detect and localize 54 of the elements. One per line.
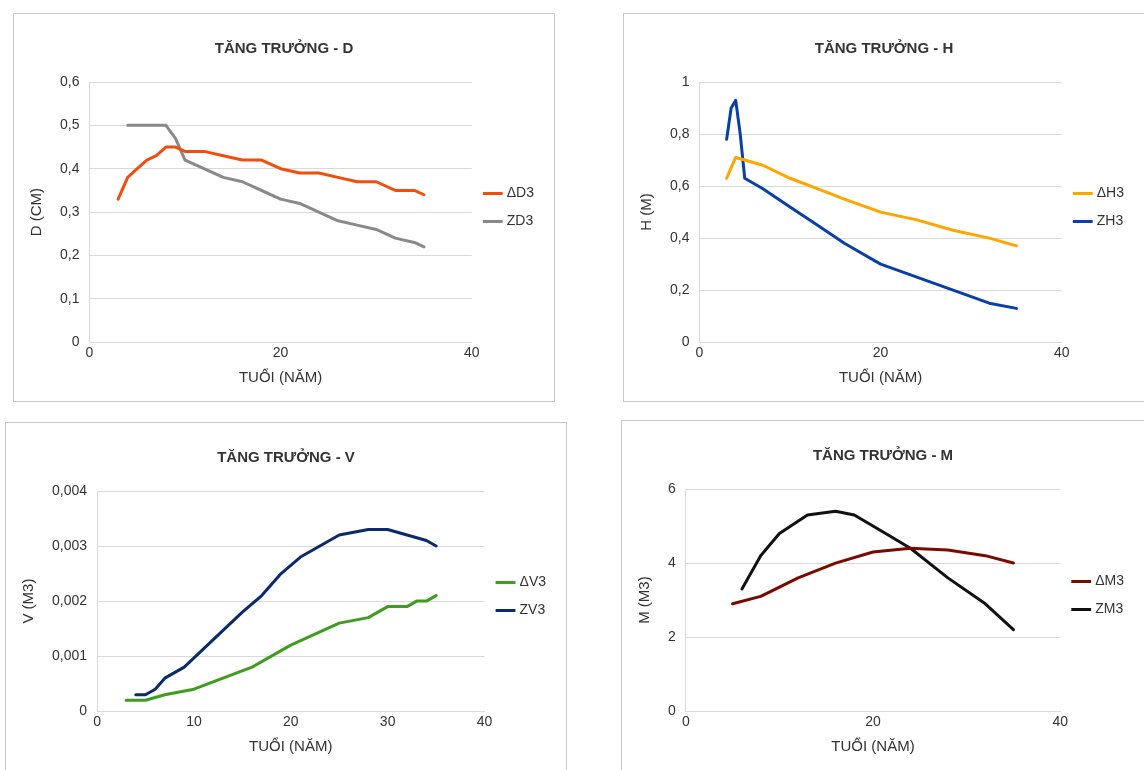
- legend-label: ΔV3: [519, 573, 547, 590]
- y-tick-label: 6: [667, 479, 676, 496]
- chart-title: TĂNG TRƯỞNG - H: [814, 39, 954, 57]
- legend-label: ΔM3: [1095, 572, 1125, 589]
- x-tick-label: 20: [872, 344, 889, 361]
- legend-label: ZH3: [1096, 212, 1124, 229]
- y-tick-label: 0,4: [669, 228, 690, 245]
- x-axis-title: TUỔI (NĂM): [838, 368, 923, 386]
- legend-label: ZV3: [519, 601, 546, 618]
- y-tick-label: 0,4: [59, 159, 80, 176]
- y-tick-label: 0,2: [59, 246, 80, 263]
- y-tick-label: 0,002: [51, 591, 88, 608]
- x-axis-title: TUỔI (NĂM): [249, 737, 333, 755]
- y-axis-title: H (M): [637, 193, 655, 231]
- y-tick-label: 0: [667, 702, 676, 719]
- legend-label: ΔD3: [506, 184, 535, 201]
- x-tick-label: 40: [1052, 713, 1069, 730]
- y-tick-label: 0,8: [669, 124, 690, 141]
- x-tick-label: 20: [282, 713, 299, 730]
- y-tick-label: 0,3: [59, 202, 80, 219]
- y-tick-label: 0: [681, 333, 690, 350]
- chart-title: TĂNG TRƯỞNG - V: [217, 448, 355, 466]
- x-tick-label: 0: [93, 713, 102, 730]
- y-axis-title: M (M3): [635, 576, 653, 624]
- y-tick-label: 0,5: [59, 116, 80, 133]
- y-tick-label: 0,1: [59, 289, 80, 306]
- y-tick-label: 2: [667, 627, 676, 644]
- x-tick-label: 20: [865, 713, 881, 730]
- y-tick-label: 0: [79, 702, 88, 719]
- y-tick-label: 0: [71, 333, 80, 350]
- x-tick-label: 40: [463, 344, 480, 361]
- y-tick-label: 0,6: [59, 72, 80, 89]
- y-tick-label: 0,004: [51, 481, 88, 498]
- x-tick-label: 20: [272, 344, 289, 361]
- chart-title: TĂNG TRƯỞNG - M: [812, 446, 954, 464]
- x-tick-label: 30: [379, 713, 396, 730]
- y-axis-title: D (CM): [27, 187, 45, 237]
- x-tick-label: 0: [695, 344, 704, 361]
- x-tick-label: 10: [186, 713, 202, 730]
- y-tick-label: 0,6: [669, 176, 690, 193]
- chart-title: TĂNG TRƯỞNG - D: [214, 39, 354, 57]
- x-tick-label: 40: [1053, 344, 1070, 361]
- y-tick-label: 4: [667, 553, 676, 570]
- x-tick-label: 40: [476, 713, 493, 730]
- y-axis-title: V (M3): [19, 578, 37, 624]
- y-tick-label: 0,003: [51, 536, 88, 553]
- y-tick-label: 1: [681, 72, 690, 89]
- y-tick-label: 0,2: [669, 281, 690, 298]
- legend-label: ZD3: [506, 212, 534, 229]
- x-axis-title: TUỔI (NĂM): [831, 737, 915, 755]
- x-axis-title: TUỔI (NĂM): [238, 368, 323, 386]
- legend-label: ZM3: [1095, 600, 1124, 617]
- y-tick-label: 0,001: [51, 647, 88, 664]
- legend-label: ΔH3: [1096, 184, 1125, 201]
